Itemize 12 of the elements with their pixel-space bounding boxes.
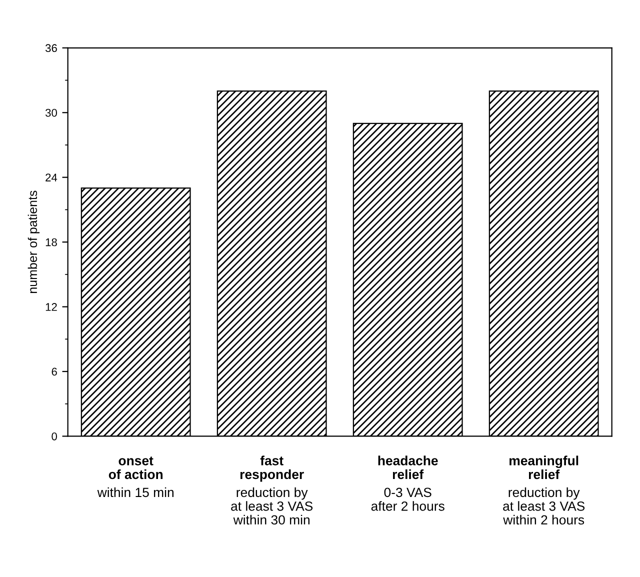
x-tick-label: fast responder reduction by at least 3 VAS within 30 min <box>231 456 313 525</box>
y-tick-label: 30 <box>45 108 57 117</box>
y-tick-label: 24 <box>46 174 58 182</box>
x-tick-label: onset of action within 15 min <box>97 456 174 498</box>
y-tick-label: 36 <box>45 44 57 52</box>
y-tick-label: 0 <box>52 432 57 440</box>
x-tick-label: headache relief 0-3 VAS after 2 hours <box>371 456 444 511</box>
y-tick-label: 12 <box>46 303 57 311</box>
x-tick-label: meaningful relief reduction by at least 3 VAS within 2 hours <box>503 456 585 525</box>
y-axis-title: number of patients <box>28 190 40 293</box>
y-tick-label: 6 <box>52 368 57 376</box>
y-tick-label: 18 <box>46 238 57 246</box>
